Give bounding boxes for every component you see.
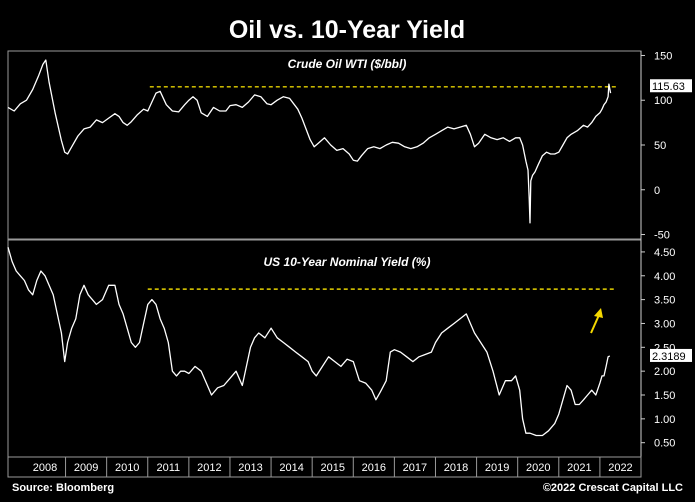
- x-tick-label: 2016: [362, 462, 386, 474]
- yield-series-line: [7, 247, 611, 437]
- oil-subtitle: Crude Oil WTI ($/bbl): [288, 57, 407, 71]
- yield-ytick-label: 0.50: [654, 438, 675, 450]
- oil-ytick-label: 150: [654, 50, 672, 62]
- yield-last-value-tag: [650, 348, 692, 362]
- x-tick-label: 2014: [279, 462, 303, 474]
- up-arrow-icon: [590, 308, 603, 334]
- yield-ytick-label: 1.00: [654, 414, 675, 426]
- x-tick-label: 2021: [567, 462, 591, 474]
- x-tick-label: 2022: [608, 462, 632, 474]
- x-tick-label: 2019: [485, 462, 509, 474]
- x-tick-label: 2009: [74, 462, 98, 474]
- x-tick-label: 2015: [320, 462, 344, 474]
- chart-title: Oil vs. 10-Year Yield: [229, 16, 465, 44]
- yield-ytick-label: 2.00: [654, 366, 675, 378]
- oil-series-line: [7, 59, 612, 224]
- yield-ytick-label: 4.50: [654, 247, 675, 259]
- oil-ytick-label: 50: [654, 140, 666, 152]
- x-tick-label: 2017: [403, 462, 427, 474]
- yield-ytick-label: 3.00: [654, 318, 675, 330]
- oil-ytick-label: 0: [654, 185, 660, 197]
- source-text: Source: Bloomberg: [12, 482, 114, 494]
- x-tick-label: 2018: [444, 462, 468, 474]
- oil-ytick-label: 100: [654, 95, 672, 107]
- x-tick-label: 2008: [33, 462, 57, 474]
- oil-last-value-label: 115.63: [652, 81, 685, 93]
- copyright-text: ©2022 Crescat Capital LLC: [543, 482, 683, 494]
- oil-last-value-tag: [650, 79, 692, 93]
- x-tick-label: 2011: [156, 462, 180, 474]
- yield-ytick-label: 4.00: [654, 271, 675, 283]
- yield-last-value-label: 2.3189: [652, 351, 686, 363]
- x-tick-label: 2010: [115, 462, 139, 474]
- yield-ytick-label: 1.50: [654, 390, 675, 402]
- x-tick-label: 2020: [526, 462, 550, 474]
- x-tick-label: 2013: [238, 462, 262, 474]
- x-tick-label: 2012: [197, 462, 221, 474]
- oil-ytick-label: -50: [654, 230, 670, 242]
- yield-subtitle: US 10-Year Nominal Yield (%): [264, 255, 431, 269]
- yield-ytick-label: 3.50: [654, 295, 675, 307]
